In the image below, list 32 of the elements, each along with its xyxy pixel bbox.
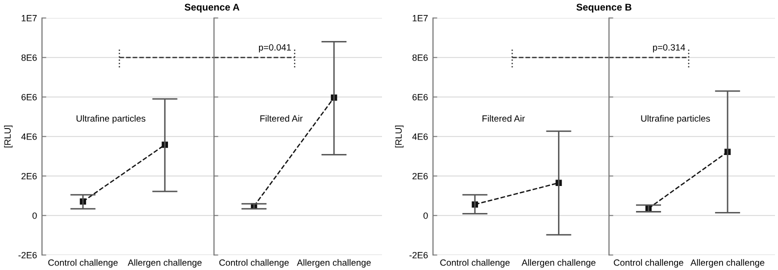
x-tick-label: Allergen challenge — [522, 259, 596, 268]
y-tick-label: 2E6 — [22, 172, 37, 180]
x-tick-label: Control challenge — [219, 259, 289, 268]
y-tick-label: 1E7 — [22, 15, 37, 22]
x-tick-label: Control challenge — [614, 259, 684, 268]
y-tick-label: 4E6 — [21, 133, 37, 140]
y-tick-label: 6E6 — [412, 94, 428, 100]
y-tick-label: 4E6 — [412, 133, 428, 140]
y-axis-title: [RLU] — [395, 126, 404, 148]
y-tick-label: 6E6 — [22, 94, 37, 100]
annotation: Ultrafine particles — [641, 115, 710, 124]
annotation: Filtered Air — [482, 115, 525, 122]
annotation: Ultrafine particles — [76, 115, 146, 124]
chart-title: Sequence A — [184, 4, 240, 13]
y-tick-label: 8E6 — [412, 54, 428, 61]
annotation: p=0.314 — [653, 44, 686, 52]
annotation: Filtered Air — [260, 115, 303, 122]
y-tick-label: -2E6 — [18, 252, 37, 258]
y-tick-label: 0 — [423, 212, 428, 219]
x-tick-label: Allergen challenge — [690, 259, 764, 268]
x-tick-label: Control challenge — [440, 259, 510, 268]
y-tick-label: -2E6 — [409, 252, 428, 258]
y-tick-label: 1E7 — [412, 15, 428, 22]
y-tick-label: 8E6 — [21, 54, 37, 61]
x-tick-label: Allergen challenge — [128, 259, 202, 268]
y-tick-label: 0 — [32, 212, 37, 219]
y-tick-label: 2E6 — [412, 172, 428, 180]
x-tick-label: Control challenge — [48, 259, 118, 268]
annotation: p=0.041 — [258, 44, 291, 52]
y-axis-title: [RLU] — [4, 126, 13, 148]
chart-title: Sequence B — [576, 4, 632, 13]
x-tick-label: Allergen challenge — [296, 259, 371, 268]
